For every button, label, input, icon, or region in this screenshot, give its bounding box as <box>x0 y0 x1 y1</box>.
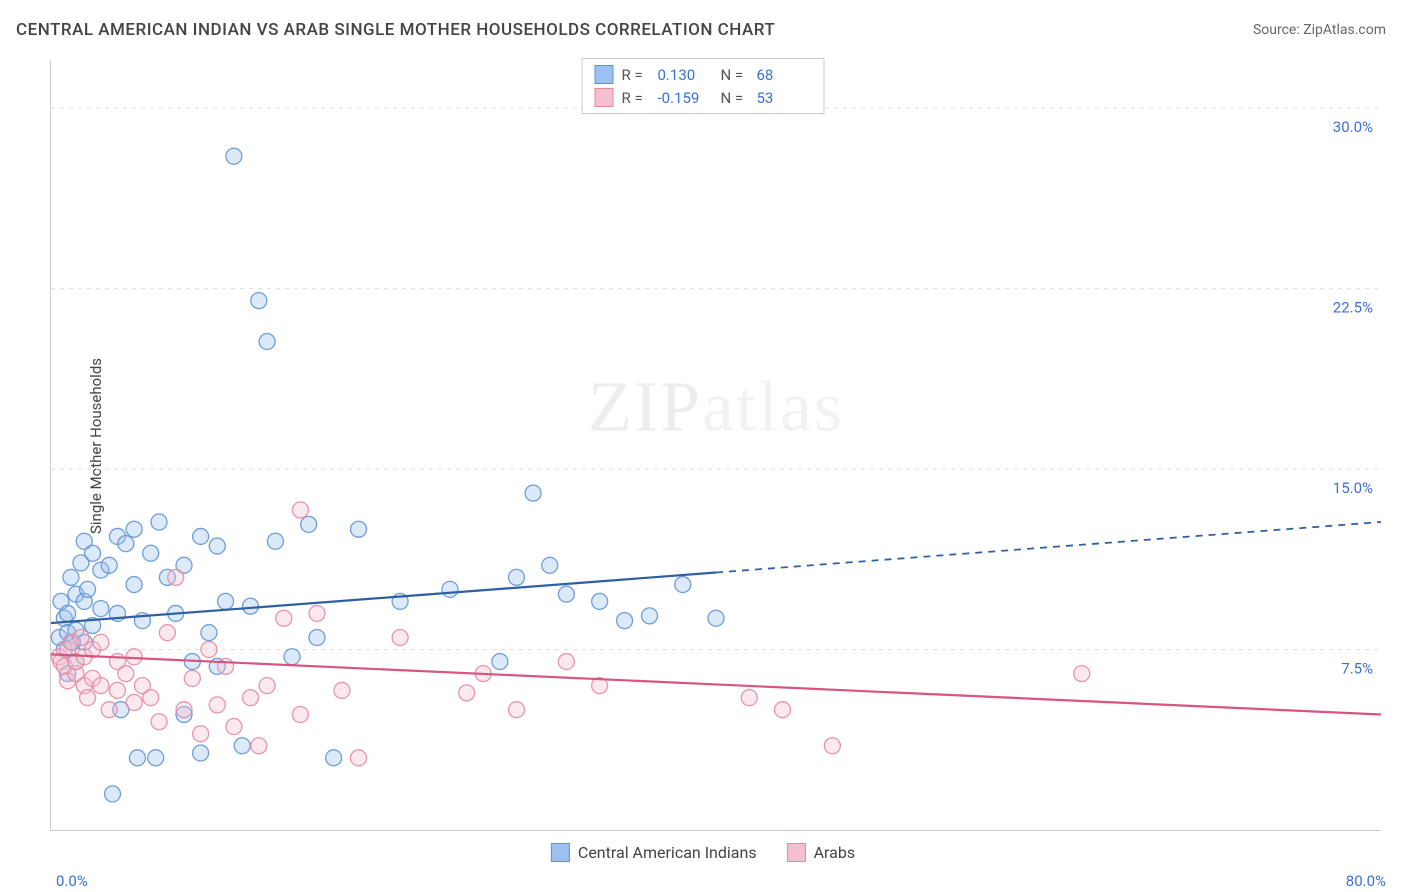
legend-n-value-1: 68 <box>757 66 812 84</box>
legend-bottom-swatch-2 <box>787 843 806 862</box>
series-legend: Central American Indians Arabs <box>551 843 855 862</box>
legend-swatch-1 <box>595 65 614 84</box>
svg-text:15.0%: 15.0% <box>1333 479 1373 497</box>
legend-bottom-swatch-1 <box>551 843 570 862</box>
source-link[interactable]: ZipAtlas.com <box>1303 22 1386 38</box>
chart-svg: 7.5% 15.0% 22.5% 30.0% <box>51 60 1381 830</box>
source-label: Source: <box>1253 22 1300 38</box>
legend-bottom-label-1: Central American Indians <box>578 843 757 862</box>
x-tick-min: 0.0% <box>56 872 88 890</box>
legend-r-value-1: 0.130 <box>658 66 713 84</box>
legend-item-2: Arabs <box>787 843 856 862</box>
legend-r-label-2: R = <box>622 89 650 107</box>
source-attribution: Source: ZipAtlas.com <box>1253 22 1386 38</box>
legend-row-series1: R = 0.130 N = 68 <box>595 63 812 86</box>
svg-text:30.0%: 30.0% <box>1333 118 1373 136</box>
legend-row-series2: R = -0.159 N = 53 <box>595 86 812 109</box>
x-tick-max: 80.0% <box>1346 872 1386 890</box>
chart-title: CENTRAL AMERICAN INDIAN VS ARAB SINGLE M… <box>16 20 775 40</box>
legend-n-value-2: 53 <box>757 89 812 107</box>
legend-bottom-label-2: Arabs <box>814 843 856 862</box>
svg-text:22.5%: 22.5% <box>1333 299 1373 317</box>
legend-r-value-2: -0.159 <box>658 89 713 107</box>
legend-swatch-2 <box>595 88 614 107</box>
legend-item-1: Central American Indians <box>551 843 757 862</box>
correlation-legend: R = 0.130 N = 68 R = -0.159 N = 53 <box>582 58 825 114</box>
legend-n-label-1: N = <box>721 66 749 84</box>
legend-r-label-1: R = <box>622 66 650 84</box>
plot-area: ZIPatlas 7.5%15.0%22.5%30.0% <box>50 60 1381 831</box>
svg-text:7.5%: 7.5% <box>1341 660 1373 678</box>
legend-n-label-2: N = <box>721 89 749 107</box>
